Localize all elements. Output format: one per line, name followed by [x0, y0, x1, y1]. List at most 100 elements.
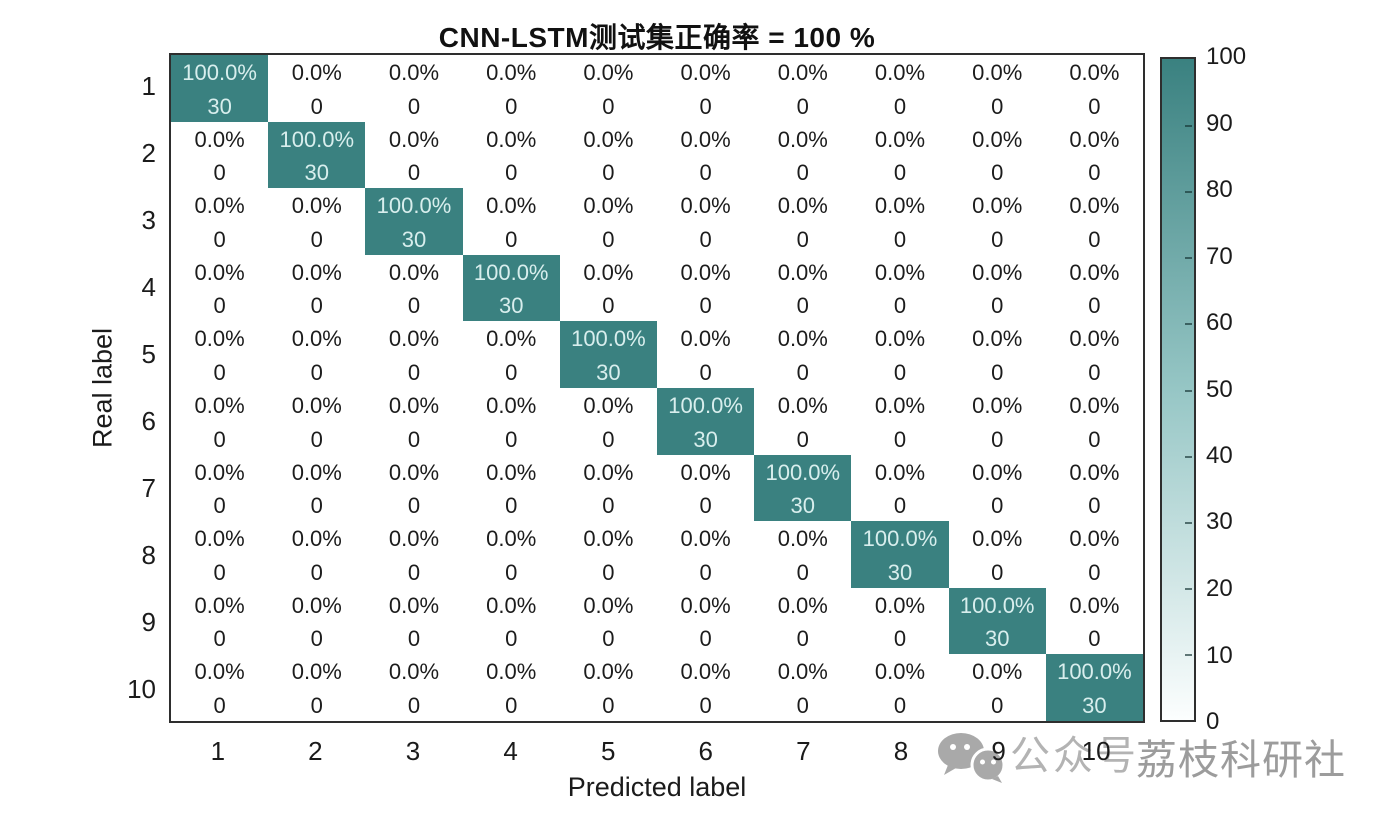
x-tick-6: 6 [698, 735, 713, 766]
cell-count: 0 [602, 93, 615, 119]
colorbar-tickmark-40 [1185, 456, 1192, 458]
matrix-cell-r4-c8: 0.0% 0 [851, 255, 948, 322]
cell-count: 0 [1088, 293, 1101, 319]
cell-count: 0 [796, 559, 809, 585]
cell-percent: 0.0% [486, 126, 537, 152]
cell-count: 0 [1088, 226, 1101, 252]
cell-count: 0 [407, 559, 421, 585]
matrix-cell-r8-c7: 0.0% 0 [754, 521, 851, 588]
cell-count: 0 [699, 359, 712, 385]
cell-count: 0 [796, 93, 809, 119]
matrix-cell-r5-c2: 0.0% 0 [268, 321, 365, 388]
cell-count: 0 [991, 93, 1004, 119]
matrix-cell-r6-c2: 0.0% 0 [268, 388, 365, 455]
colorbar-label-90: 90 [1206, 110, 1233, 137]
cell-percent: 0.0% [291, 526, 342, 552]
matrix-cell-r8-c9: 0.0% 0 [949, 521, 1046, 588]
cell-percent: 0.0% [194, 259, 245, 285]
cell-count: 0 [699, 160, 712, 186]
cell-percent: 0.0% [777, 60, 828, 85]
cell-count: 0 [991, 692, 1004, 718]
cell-percent: 0.0% [194, 392, 245, 418]
cell-count: 0 [796, 359, 809, 385]
colorbar-tickmark-30 [1185, 522, 1192, 524]
cell-percent: 0.0% [777, 259, 828, 285]
matrix-cell-r4-c3: 0.0% 0 [365, 255, 462, 322]
cell-count: 0 [310, 493, 323, 519]
matrix-cell-r3-c7: 0.0% 0 [754, 188, 851, 255]
cell-count: 0 [991, 226, 1004, 252]
cell-percent: 0.0% [194, 526, 245, 552]
cell-count: 0 [699, 93, 712, 119]
cell-count: 0 [505, 93, 518, 119]
cell-percent: 0.0% [291, 193, 342, 219]
matrix-cell-r2-c1: 0.0% 0 [171, 122, 268, 189]
matrix-cell-r9-c2: 0.0% 0 [268, 588, 365, 655]
y-tick-4: 4 [141, 272, 156, 302]
y-axis-tick-labels: 1 2 3 4 5 6 7 8 9 10 [96, 53, 156, 723]
cell-percent: 0.0% [486, 659, 537, 685]
cell-percent: 0.0% [777, 392, 828, 418]
matrix-cell-r7-c9: 0.0% 0 [949, 455, 1046, 522]
cell-count: 30 [498, 293, 524, 319]
cell-percent: 0.0% [1069, 193, 1120, 219]
matrix-cell-r2-c7: 0.0% 0 [754, 122, 851, 189]
cell-count: 0 [699, 626, 712, 652]
cell-percent: 0.0% [194, 592, 245, 618]
cell-count: 0 [699, 493, 712, 519]
matrix-cell-r6-c7: 0.0% 0 [754, 388, 851, 455]
cell-percent: 0.0% [388, 526, 440, 552]
cell-count: 0 [796, 293, 809, 319]
cell-count: 0 [1088, 359, 1101, 385]
cell-count: 0 [1088, 426, 1101, 452]
cell-percent: 0.0% [291, 326, 342, 352]
cell-percent: 0.0% [680, 126, 731, 152]
cell-count: 0 [213, 293, 226, 319]
matrix-cell-r8-c4: 0.0% 0 [463, 521, 560, 588]
wechat-icon [938, 733, 1006, 783]
cell-count: 0 [310, 426, 323, 452]
colorbar-tickmark-20 [1185, 588, 1192, 590]
x-tick-5: 5 [600, 735, 616, 766]
matrix-cell-r3-c1: 0.0% 0 [171, 188, 268, 255]
matrix-cell-r10-c2: 0.0% 0 [268, 654, 365, 721]
cell-percent: 0.0% [874, 259, 926, 285]
cell-count: 0 [602, 160, 615, 186]
matrix-cell-r7-c10: 0.0% 0 [1046, 455, 1143, 522]
cell-percent: 0.0% [874, 60, 926, 85]
cell-count: 30 [304, 160, 330, 186]
cell-count: 0 [505, 359, 518, 385]
matrix-cell-r5-c8: 0.0% 0 [851, 321, 948, 388]
cell-percent: 0.0% [486, 526, 537, 552]
cell-count: 0 [310, 626, 323, 652]
matrix-cell-r5-c9: 0.0% 0 [949, 321, 1046, 388]
matrix-cell-r9-c9: 100.0% 30 [948, 587, 1046, 655]
matrix-cell-r5-c6: 0.0% 0 [657, 321, 754, 388]
matrix-cell-r10-c7: 0.0% 0 [754, 654, 851, 721]
cell-count: 0 [213, 426, 226, 452]
cell-count: 0 [505, 493, 518, 519]
cell-percent: 100.0% [668, 392, 743, 418]
cell-percent: 0.0% [291, 392, 342, 418]
cell-percent: 0.0% [777, 659, 828, 685]
matrix-cell-r10-c9: 0.0% 0 [949, 654, 1046, 721]
cell-count: 0 [310, 293, 323, 319]
y-tick-5: 5 [141, 339, 156, 369]
matrix-cell-r2-c3: 0.0% 0 [365, 122, 462, 189]
x-tick-4: 4 [503, 735, 518, 766]
cell-percent: 0.0% [680, 259, 731, 285]
cell-percent: 0.0% [972, 259, 1023, 285]
cell-count: 0 [407, 493, 421, 519]
matrix-cell-r9-c3: 0.0% 0 [365, 588, 462, 655]
cell-percent: 0.0% [583, 60, 634, 85]
cell-percent: 0.0% [972, 459, 1023, 485]
cell-percent: 0.0% [972, 193, 1023, 219]
cell-count: 0 [796, 226, 809, 252]
matrix-cell-r7-c1: 0.0% 0 [171, 455, 268, 522]
cell-percent: 0.0% [874, 326, 926, 352]
cell-count: 0 [213, 493, 226, 519]
cell-count: 0 [407, 93, 421, 119]
cell-percent: 0.0% [388, 592, 440, 618]
cell-percent: 0.0% [583, 126, 634, 152]
cell-count: 30 [207, 93, 232, 119]
